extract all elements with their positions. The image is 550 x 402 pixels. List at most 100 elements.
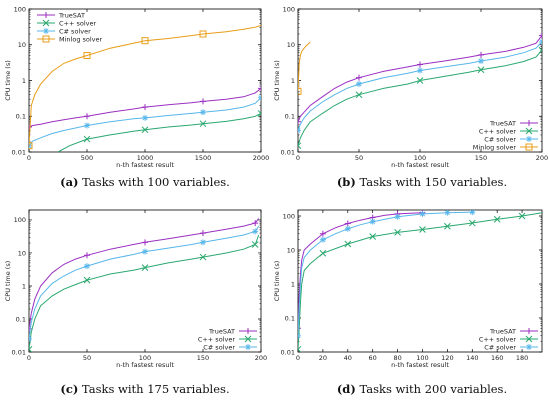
x-tick-label: 2000: [253, 154, 270, 162]
x-axis-label: n-th fastest result: [391, 161, 449, 169]
series-marker-cpp: [477, 66, 485, 74]
series-marker-cpp: [257, 110, 261, 117]
series-marker-csharp: [469, 210, 476, 216]
x-tick-label: 180: [516, 354, 528, 362]
x-tick-label: 1500: [195, 154, 212, 162]
x-tick-label: 60: [369, 354, 377, 362]
legend-entry: TrueSAT: [208, 327, 257, 335]
series-marker-cpp: [518, 212, 526, 220]
legend-swatch-marker: [245, 344, 251, 350]
legend-entry: C++ solver: [479, 335, 538, 343]
series-group: [298, 32, 542, 150]
x-tick-label: 200: [536, 154, 548, 162]
panel-caption: (b) Tasks with 150 variables.: [337, 175, 507, 189]
series-marker-csharp: [298, 127, 301, 134]
series-marker-cpp: [444, 222, 451, 230]
series-marker-minlog: [199, 30, 207, 38]
x-tick-label: 100: [139, 354, 151, 362]
series-marker-csharp: [298, 332, 301, 339]
legend-entry: Minlog solver: [473, 143, 538, 151]
x-tick-label: 500: [81, 154, 93, 162]
series-marker-csharp: [356, 80, 362, 87]
series-marker-cpp: [251, 241, 259, 248]
series-marker-truesat: [298, 325, 301, 332]
x-tick-label: 150: [475, 154, 487, 162]
series-line-cpp: [298, 212, 542, 350]
y-axis-label: CPU time (s): [273, 60, 281, 101]
series-marker-cpp: [199, 120, 207, 128]
x-tick-label: 0: [296, 154, 300, 162]
series-marker-truesat: [298, 118, 301, 125]
series-marker-truesat: [200, 98, 206, 105]
caption-letter: (b): [337, 175, 356, 189]
legend-swatch-marker: [525, 127, 533, 135]
legend-swatch-marker: [526, 344, 532, 350]
legend-label: C# solver: [59, 27, 91, 35]
x-tick-label: 0: [296, 354, 300, 362]
series-marker-truesat: [417, 61, 423, 68]
caption-text: Tasks with 200 variables.: [356, 382, 507, 396]
series-marker-truesat: [142, 239, 148, 246]
series-marker-cpp: [394, 229, 401, 236]
y-tick-label: 0.01: [12, 348, 26, 356]
legend-entry: TrueSAT: [37, 11, 85, 19]
plot-frame: [297, 209, 543, 353]
series-marker-cpp: [468, 219, 476, 227]
series-marker-csharp: [478, 58, 484, 65]
y-tick-label: 0.1: [16, 315, 26, 323]
chart-panel-2: 0.01 0.1 1 10 100 0 50 100 150 200 n-th fastest re…: [273, 5, 548, 189]
series-marker-cpp: [298, 142, 302, 150]
legend-label: C# solver: [484, 135, 516, 143]
legend-swatch-marker: [525, 335, 533, 343]
series-marker-cpp: [355, 91, 363, 99]
x-axis-label: n-th fastest result: [116, 361, 174, 369]
series-group: [29, 218, 260, 352]
y-tick-label: 10: [287, 246, 295, 254]
series-marker-truesat: [539, 32, 542, 39]
series-marker-minlog: [298, 87, 302, 95]
x-tick-label: 160: [491, 354, 503, 362]
series-marker-csharp: [200, 109, 206, 116]
x-tick-label: 80: [393, 354, 401, 362]
legend-label: C# solver: [484, 343, 516, 351]
series-marker-truesat: [84, 113, 90, 120]
series-line-csharp: [29, 97, 261, 147]
series-marker-cpp: [298, 345, 302, 352]
panel-caption: (c) Tasks with 175 variables.: [60, 382, 229, 396]
series-marker-csharp: [444, 210, 451, 216]
legend-label: Minlog solver: [473, 143, 517, 151]
legend-label: C++ solver: [198, 335, 236, 343]
series-line-minlog: [29, 24, 261, 146]
series-marker-csharp: [258, 94, 261, 101]
series-marker-cpp: [419, 226, 426, 233]
series-marker-csharp: [417, 67, 423, 74]
legend-label: TrueSAT: [58, 11, 85, 19]
series-marker-truesat: [252, 220, 259, 227]
series-marker-csharp: [394, 213, 401, 220]
caption-text: Tasks with 150 variables.: [356, 175, 507, 189]
legend-label: TrueSAT: [208, 327, 235, 335]
series-marker-truesat: [29, 325, 32, 332]
series-marker-minlog: [83, 52, 91, 60]
series-marker-csharp: [344, 225, 351, 232]
series-line-csharp: [29, 225, 260, 339]
series-group: [29, 24, 261, 152]
series-marker-truesat: [356, 74, 362, 81]
legend-entry: TrueSAT: [489, 327, 538, 335]
series-marker-csharp: [142, 248, 148, 255]
caption-letter: (c): [60, 382, 78, 396]
series-marker-cpp: [538, 46, 542, 54]
legend-label: C++ solver: [59, 19, 97, 27]
y-tick-label: 1: [22, 282, 26, 290]
series-marker-cpp: [493, 215, 501, 223]
series-marker-truesat: [478, 51, 484, 58]
series-marker-truesat: [319, 230, 326, 237]
series-marker-cpp: [83, 276, 91, 284]
legend-entry: C# solver: [484, 135, 538, 143]
series-line-cpp: [298, 49, 542, 146]
legend-swatch-marker: [244, 335, 252, 343]
series-marker-csharp: [84, 122, 90, 129]
series-marker-csharp: [539, 38, 542, 45]
legend-label: TrueSAT: [489, 119, 516, 127]
series-marker-cpp: [199, 253, 207, 261]
